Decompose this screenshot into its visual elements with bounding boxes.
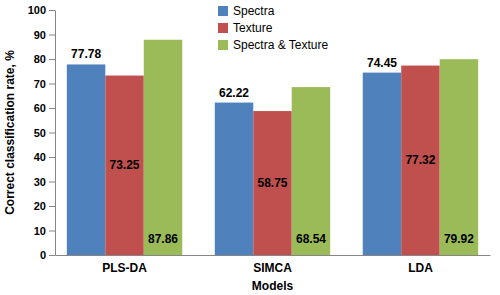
y-tick: 0 (40, 249, 55, 261)
y-tick: 50 (34, 127, 55, 139)
y-axis-line (55, 11, 56, 256)
y-tick-mark (49, 182, 55, 183)
bar (144, 40, 182, 255)
legend-swatch (218, 6, 228, 16)
y-tick-mark (49, 157, 55, 158)
y-tick: 100 (28, 4, 55, 16)
bar (401, 66, 439, 255)
x-axis-line (56, 255, 491, 256)
data-label: 77.32 (405, 153, 435, 167)
data-label: 74.45 (367, 56, 397, 70)
y-tick: 90 (34, 29, 55, 41)
y-tick: 80 (34, 53, 55, 65)
chart: 0 10 20 30 40 50 60 70 80 90 100 PLS-DA SIMCA LDA 77.7… (0, 0, 500, 295)
data-label: 58.75 (257, 176, 287, 190)
y-tick-mark (49, 10, 55, 11)
y-tick-mark (49, 35, 55, 36)
data-label: 62.22 (219, 86, 249, 100)
data-label: 79.92 (444, 232, 474, 246)
y-tick-label: 60 (34, 102, 46, 114)
y-tick-mark (49, 108, 55, 109)
legend-label: Texture (233, 21, 273, 35)
data-labels: 77.78 62.22 74.45 73.25 58.75 77.32 87.86 68.54… (71, 47, 474, 246)
y-tick-mark (49, 59, 55, 60)
bars (67, 40, 478, 255)
data-label: 87.86 (148, 232, 178, 246)
y-tick: 70 (34, 78, 55, 90)
legend-label: Spectra (233, 4, 275, 18)
plot: 0 10 20 30 40 50 60 70 80 90 100 PLS-DA SIMCA LDA 77.7… (28, 4, 491, 275)
bar (253, 111, 291, 255)
y-tick-label: 70 (34, 78, 46, 90)
y-tick-label: 90 (34, 29, 46, 41)
y-tick-mark (49, 84, 55, 85)
bar (215, 103, 253, 255)
bar (105, 76, 143, 255)
y-tick: 60 (34, 102, 55, 114)
legend: Spectra Texture Spectra & Texture (218, 4, 328, 52)
y-tick: 30 (34, 176, 55, 188)
x-tick: LDA (408, 255, 433, 275)
data-label: 77.78 (71, 47, 101, 61)
y-tick-label: 80 (34, 53, 46, 65)
y-tick: 10 (34, 225, 55, 237)
legend-item: Spectra (218, 4, 275, 18)
legend-item: Spectra & Texture (218, 38, 328, 52)
y-tick-label: 30 (34, 176, 46, 188)
y-tick-label: 40 (34, 151, 46, 163)
x-tick: PLS-DA (102, 255, 147, 275)
x-tick: SIMCA (253, 255, 292, 275)
y-tick-mark (49, 231, 55, 232)
x-tick-label: PLS-DA (102, 261, 147, 275)
legend-label: Spectra & Texture (233, 38, 328, 52)
y-tick: 40 (34, 151, 55, 163)
x-axis: PLS-DA SIMCA LDA (56, 255, 491, 275)
x-axis-title: Models (252, 279, 294, 293)
y-tick-label: 10 (34, 225, 46, 237)
y-tick-mark (49, 255, 55, 256)
legend-swatch (218, 40, 228, 50)
y-tick-mark (49, 206, 55, 207)
y-tick-label: 20 (34, 200, 46, 212)
bar (363, 73, 401, 255)
y-tick: 20 (34, 200, 55, 212)
y-tick-label: 0 (40, 249, 46, 261)
bar (67, 64, 105, 255)
x-tick-label: SIMCA (253, 261, 292, 275)
x-tick-label: LDA (408, 261, 433, 275)
bar (292, 87, 330, 255)
y-axis: 0 10 20 30 40 50 60 70 80 90 100 (28, 4, 56, 261)
legend-swatch (218, 23, 228, 33)
y-tick-label: 50 (34, 127, 46, 139)
y-axis-title: Correct classification rate, % (3, 50, 17, 215)
y-tick-mark (49, 133, 55, 134)
bar (440, 59, 478, 255)
data-label: 73.25 (110, 158, 140, 172)
data-label: 68.54 (296, 232, 326, 246)
y-tick-label: 100 (28, 4, 46, 16)
legend-item: Texture (218, 21, 273, 35)
